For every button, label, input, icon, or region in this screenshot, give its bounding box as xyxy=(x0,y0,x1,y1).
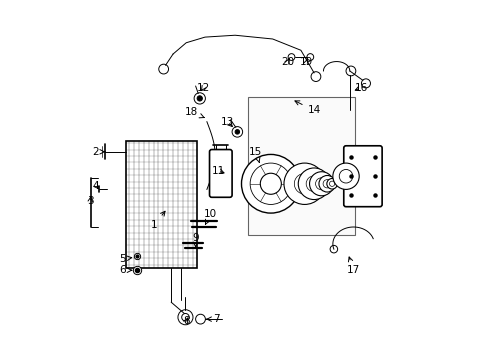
Text: 14: 14 xyxy=(294,101,320,116)
Circle shape xyxy=(197,96,202,101)
Circle shape xyxy=(298,168,329,199)
Circle shape xyxy=(318,175,335,192)
Circle shape xyxy=(309,172,333,196)
Text: 6: 6 xyxy=(119,265,131,275)
Text: 9: 9 xyxy=(192,233,199,247)
Text: 18: 18 xyxy=(185,107,204,118)
Circle shape xyxy=(235,130,239,134)
Text: 13: 13 xyxy=(221,117,234,127)
Circle shape xyxy=(326,179,337,189)
Text: 16: 16 xyxy=(354,83,367,93)
Text: 1: 1 xyxy=(151,211,165,230)
FancyBboxPatch shape xyxy=(343,146,381,207)
Bar xyxy=(126,140,197,268)
Text: 19: 19 xyxy=(299,57,312,67)
Circle shape xyxy=(241,154,300,213)
Text: 10: 10 xyxy=(203,209,217,224)
Text: 11: 11 xyxy=(211,166,224,176)
FancyBboxPatch shape xyxy=(209,149,232,197)
Text: 15: 15 xyxy=(249,147,262,162)
Text: 2: 2 xyxy=(92,147,105,157)
Text: 4: 4 xyxy=(92,181,99,191)
Circle shape xyxy=(332,163,359,189)
Text: 7: 7 xyxy=(206,314,219,324)
Text: 3: 3 xyxy=(87,196,93,206)
Text: 20: 20 xyxy=(281,57,294,67)
Text: 12: 12 xyxy=(196,83,209,93)
Bar xyxy=(248,97,355,234)
Text: 5: 5 xyxy=(119,254,131,264)
Text: 8: 8 xyxy=(183,316,189,326)
Text: 17: 17 xyxy=(346,257,360,275)
Circle shape xyxy=(284,163,325,204)
